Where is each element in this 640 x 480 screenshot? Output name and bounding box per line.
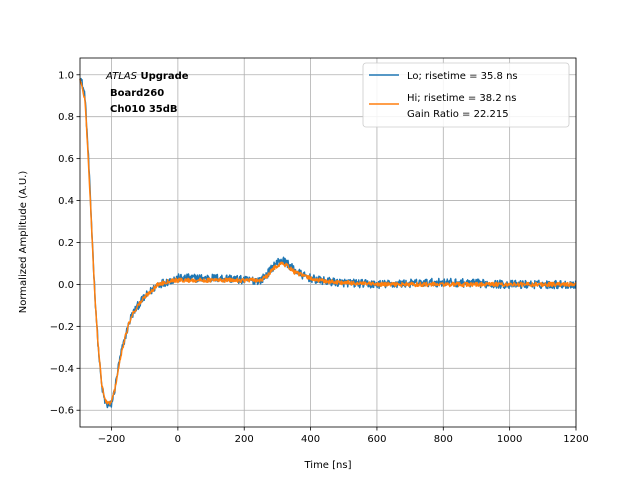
x-tick-label: 600 (367, 434, 386, 445)
legend-box (362, 62, 570, 128)
annotation-line1: ATLAS Upgrade (105, 71, 189, 82)
x-tick-label: 1000 (497, 434, 522, 445)
y-tick-label: 0.0 (58, 280, 74, 291)
y-tick-label: −0.2 (50, 322, 74, 333)
y-tick-label: 0.8 (58, 112, 74, 123)
annotation: ATLAS Upgrade Board260 Ch010 35dB (105, 71, 189, 115)
ticks: −200 0 200 400 600 800 1000 1200 −0.6 −0.4 −0.2 0.0… (50, 70, 589, 445)
y-tick-label: −0.4 (50, 364, 74, 375)
x-tick-label: 400 (301, 434, 320, 445)
legend-label-hi-line2: Gain Ratio = 22.215 (407, 109, 509, 120)
x-tick-label: 0 (175, 434, 181, 445)
annotation-line2: Board260 (110, 88, 164, 99)
x-tick-label: −200 (98, 434, 125, 445)
annotation-line3: Ch010 35dB (110, 104, 178, 115)
y-axis-label: Normalized Amplitude (A.U.) (18, 171, 29, 314)
x-tick-label: 200 (235, 434, 254, 445)
y-tick-label: 0.4 (58, 196, 74, 207)
legend-label-lo: Lo; risetime = 35.8 ns (407, 71, 518, 82)
series-line-hi (79, 78, 577, 406)
legend: Lo; risetime = 35.8 ns Hi; risetime = 38… (362, 62, 570, 128)
x-tick-label: 1200 (563, 434, 588, 445)
y-tick-label: 1.0 (58, 70, 74, 81)
annotation-atlas: ATLAS (105, 71, 138, 82)
y-tick-label: 0.6 (58, 154, 74, 165)
annotation-upgrade: Upgrade (137, 71, 189, 82)
x-axis-label: Time [ns] (303, 460, 351, 471)
legend-label-hi: Hi; risetime = 38.2 ns Gain Ratio = 22.2… (407, 93, 520, 120)
x-tick-label: 800 (434, 434, 453, 445)
y-tick-label: 0.2 (58, 238, 74, 249)
y-tick-label: −0.6 (50, 406, 74, 417)
legend-label-hi-line1: Hi; risetime = 38.2 ns (407, 93, 516, 104)
plot-lines (79, 77, 577, 409)
